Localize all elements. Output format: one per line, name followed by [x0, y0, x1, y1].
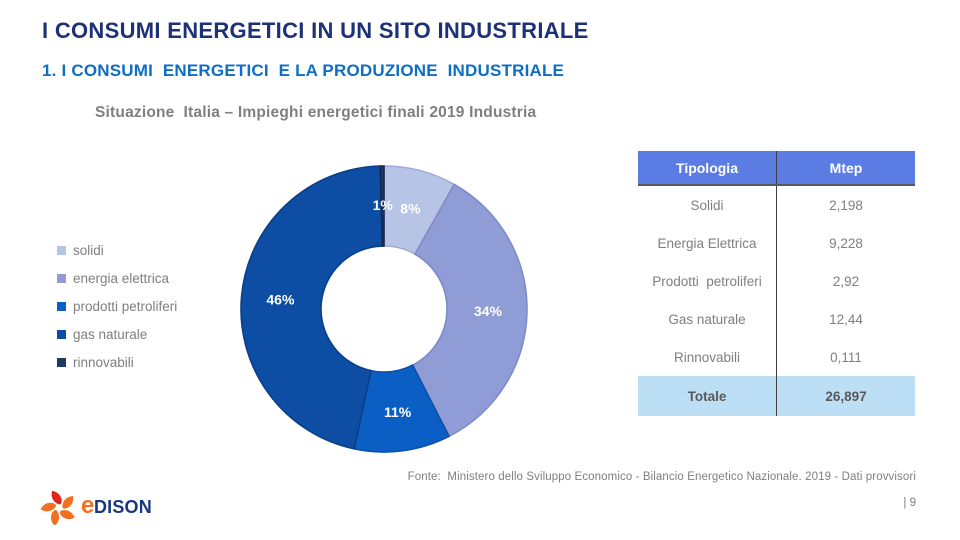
legend-item: energia elettrica	[57, 264, 177, 292]
cell-tipologia: Rinnovabili	[638, 338, 777, 376]
legend-item: rinnovabili	[57, 348, 177, 376]
table-row: Rinnovabili 0,111	[638, 338, 915, 376]
pinwheel-petal	[50, 510, 60, 525]
cell-tipologia: Solidi	[638, 185, 777, 224]
cell-mtep: 12,44	[829, 311, 863, 327]
data-table: Tipologia Mtep Solidi 2,198 Energia Elettr…	[638, 151, 915, 416]
table-row: Prodotti petroliferi 2,92	[638, 262, 915, 300]
pinwheel-petal	[59, 510, 75, 520]
table-header-row: Tipologia Mtep	[638, 151, 915, 186]
chart-legend: solidi energia elettrica prodotti petrolif…	[57, 236, 177, 376]
legend-swatch-icon	[57, 329, 66, 339]
cell-mtep: 9,228	[829, 235, 863, 251]
total-value-cell: 26,897	[825, 388, 867, 404]
table-body: Solidi 2,198 Energia Elettrica 9,228 Prodott…	[638, 185, 915, 376]
legend-item: gas naturale	[57, 320, 177, 348]
donut-chart: 8% 34% 11% 46% 1%	[240, 165, 528, 453]
page-subtitle: 1. I CONSUMI ENERGETICI E LA PRODUZIONE …	[42, 61, 565, 80]
chart-title: Situazione Italia – Impieghi energetici …	[95, 104, 537, 121]
legend-item: solidi	[57, 236, 177, 264]
total-label-cell: Totale	[638, 376, 777, 416]
legend-label: gas naturale	[73, 326, 148, 342]
cell-mtep: 0,111	[830, 349, 862, 365]
slice-percent-label: 46%	[266, 292, 295, 308]
slice-percent-label: 34%	[474, 303, 503, 319]
pinwheel-petal	[51, 490, 62, 505]
legend-swatch-icon	[57, 245, 66, 255]
source-note: Fonte: Ministero dello Sviluppo Economic…	[407, 471, 916, 483]
legend-label: prodotti petroliferi	[73, 298, 178, 314]
table-row: Energia Elettrica 9,228	[638, 224, 915, 262]
cell-mtep: 2,92	[832, 273, 860, 289]
donut-slice-gas-naturale	[240, 165, 384, 450]
table-row: Gas naturale 12,44	[638, 300, 915, 338]
legend-swatch-icon	[57, 357, 66, 367]
pinwheel-petal	[62, 496, 74, 509]
page-title: I CONSUMI ENERGETICI IN UN SITO INDUSTRI…	[42, 18, 589, 43]
legend-swatch-icon	[57, 301, 66, 311]
donut-slice-rinnovabili	[379, 165, 385, 247]
slice-percent-label: 8%	[400, 200, 421, 216]
donut-chart-area: 8% 34% 11% 46% 1%	[234, 159, 534, 459]
legend-swatch-icon	[57, 273, 66, 283]
edison-logo-text: e DISON	[81, 494, 152, 518]
legend-item: prodotti petroliferi	[57, 292, 177, 320]
cell-tipologia: Energia Elettrica	[638, 224, 777, 262]
table-total-row: Totale 26,897	[638, 376, 915, 416]
logo-text-rest: DISON	[93, 497, 152, 517]
legend-label: energia elettrica	[73, 270, 170, 286]
donut-slice-energia-elettrica	[411, 183, 528, 438]
cell-tipologia: Prodotti petroliferi	[638, 262, 777, 300]
legend-label: rinnovabili	[73, 354, 134, 370]
edison-logo: e DISON	[40, 487, 152, 525]
table-row: Solidi 2,198	[638, 185, 915, 224]
logo-text-e: e	[81, 492, 94, 519]
cell-tipologia: Gas naturale	[638, 300, 777, 338]
data-table-wrap: Tipologia Mtep Solidi 2,198 Energia Elettr…	[638, 151, 915, 416]
page-number: | 9	[903, 497, 916, 509]
slice-percent-label: 1%	[373, 197, 394, 213]
table-header-cell: Tipologia	[638, 151, 777, 186]
cell-mtep: 2,198	[829, 197, 863, 213]
edison-pinwheel-icon	[40, 490, 75, 525]
slice-percent-label: 11%	[384, 404, 412, 420]
legend-label: solidi	[73, 242, 104, 258]
pinwheel-petal	[40, 502, 56, 512]
table-header-cell: Mtep	[776, 151, 915, 186]
